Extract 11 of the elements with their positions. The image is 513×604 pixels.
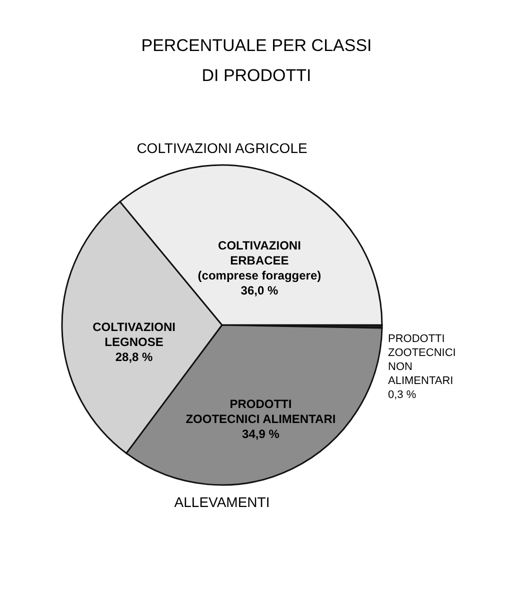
text: COLTIVAZIONI AGRICOLE [136,140,308,156]
slice-label: PRODOTTI ZOOTECNICI NON ALIMENTARI [388,333,456,387]
data-label: 28,8 % [115,350,154,364]
slice-label: COLTIVAZIONI LEGNOSE [92,320,176,350]
slice-label: PRODOTTI ZOOTECNICI ALIMENTARI [186,397,336,426]
data-label: 36,0 % [240,283,278,298]
chart-title: PERCENTUALE PER CLASSI DI PRODOTTI [141,36,372,85]
data-label: 34,9 % [242,427,280,442]
text: ALLEVAMENTI [174,494,270,510]
data-label: 0,3 % [388,389,416,401]
slice-label: COLTIVAZIONI ERBACEE (comprese foraggere) [198,238,322,282]
